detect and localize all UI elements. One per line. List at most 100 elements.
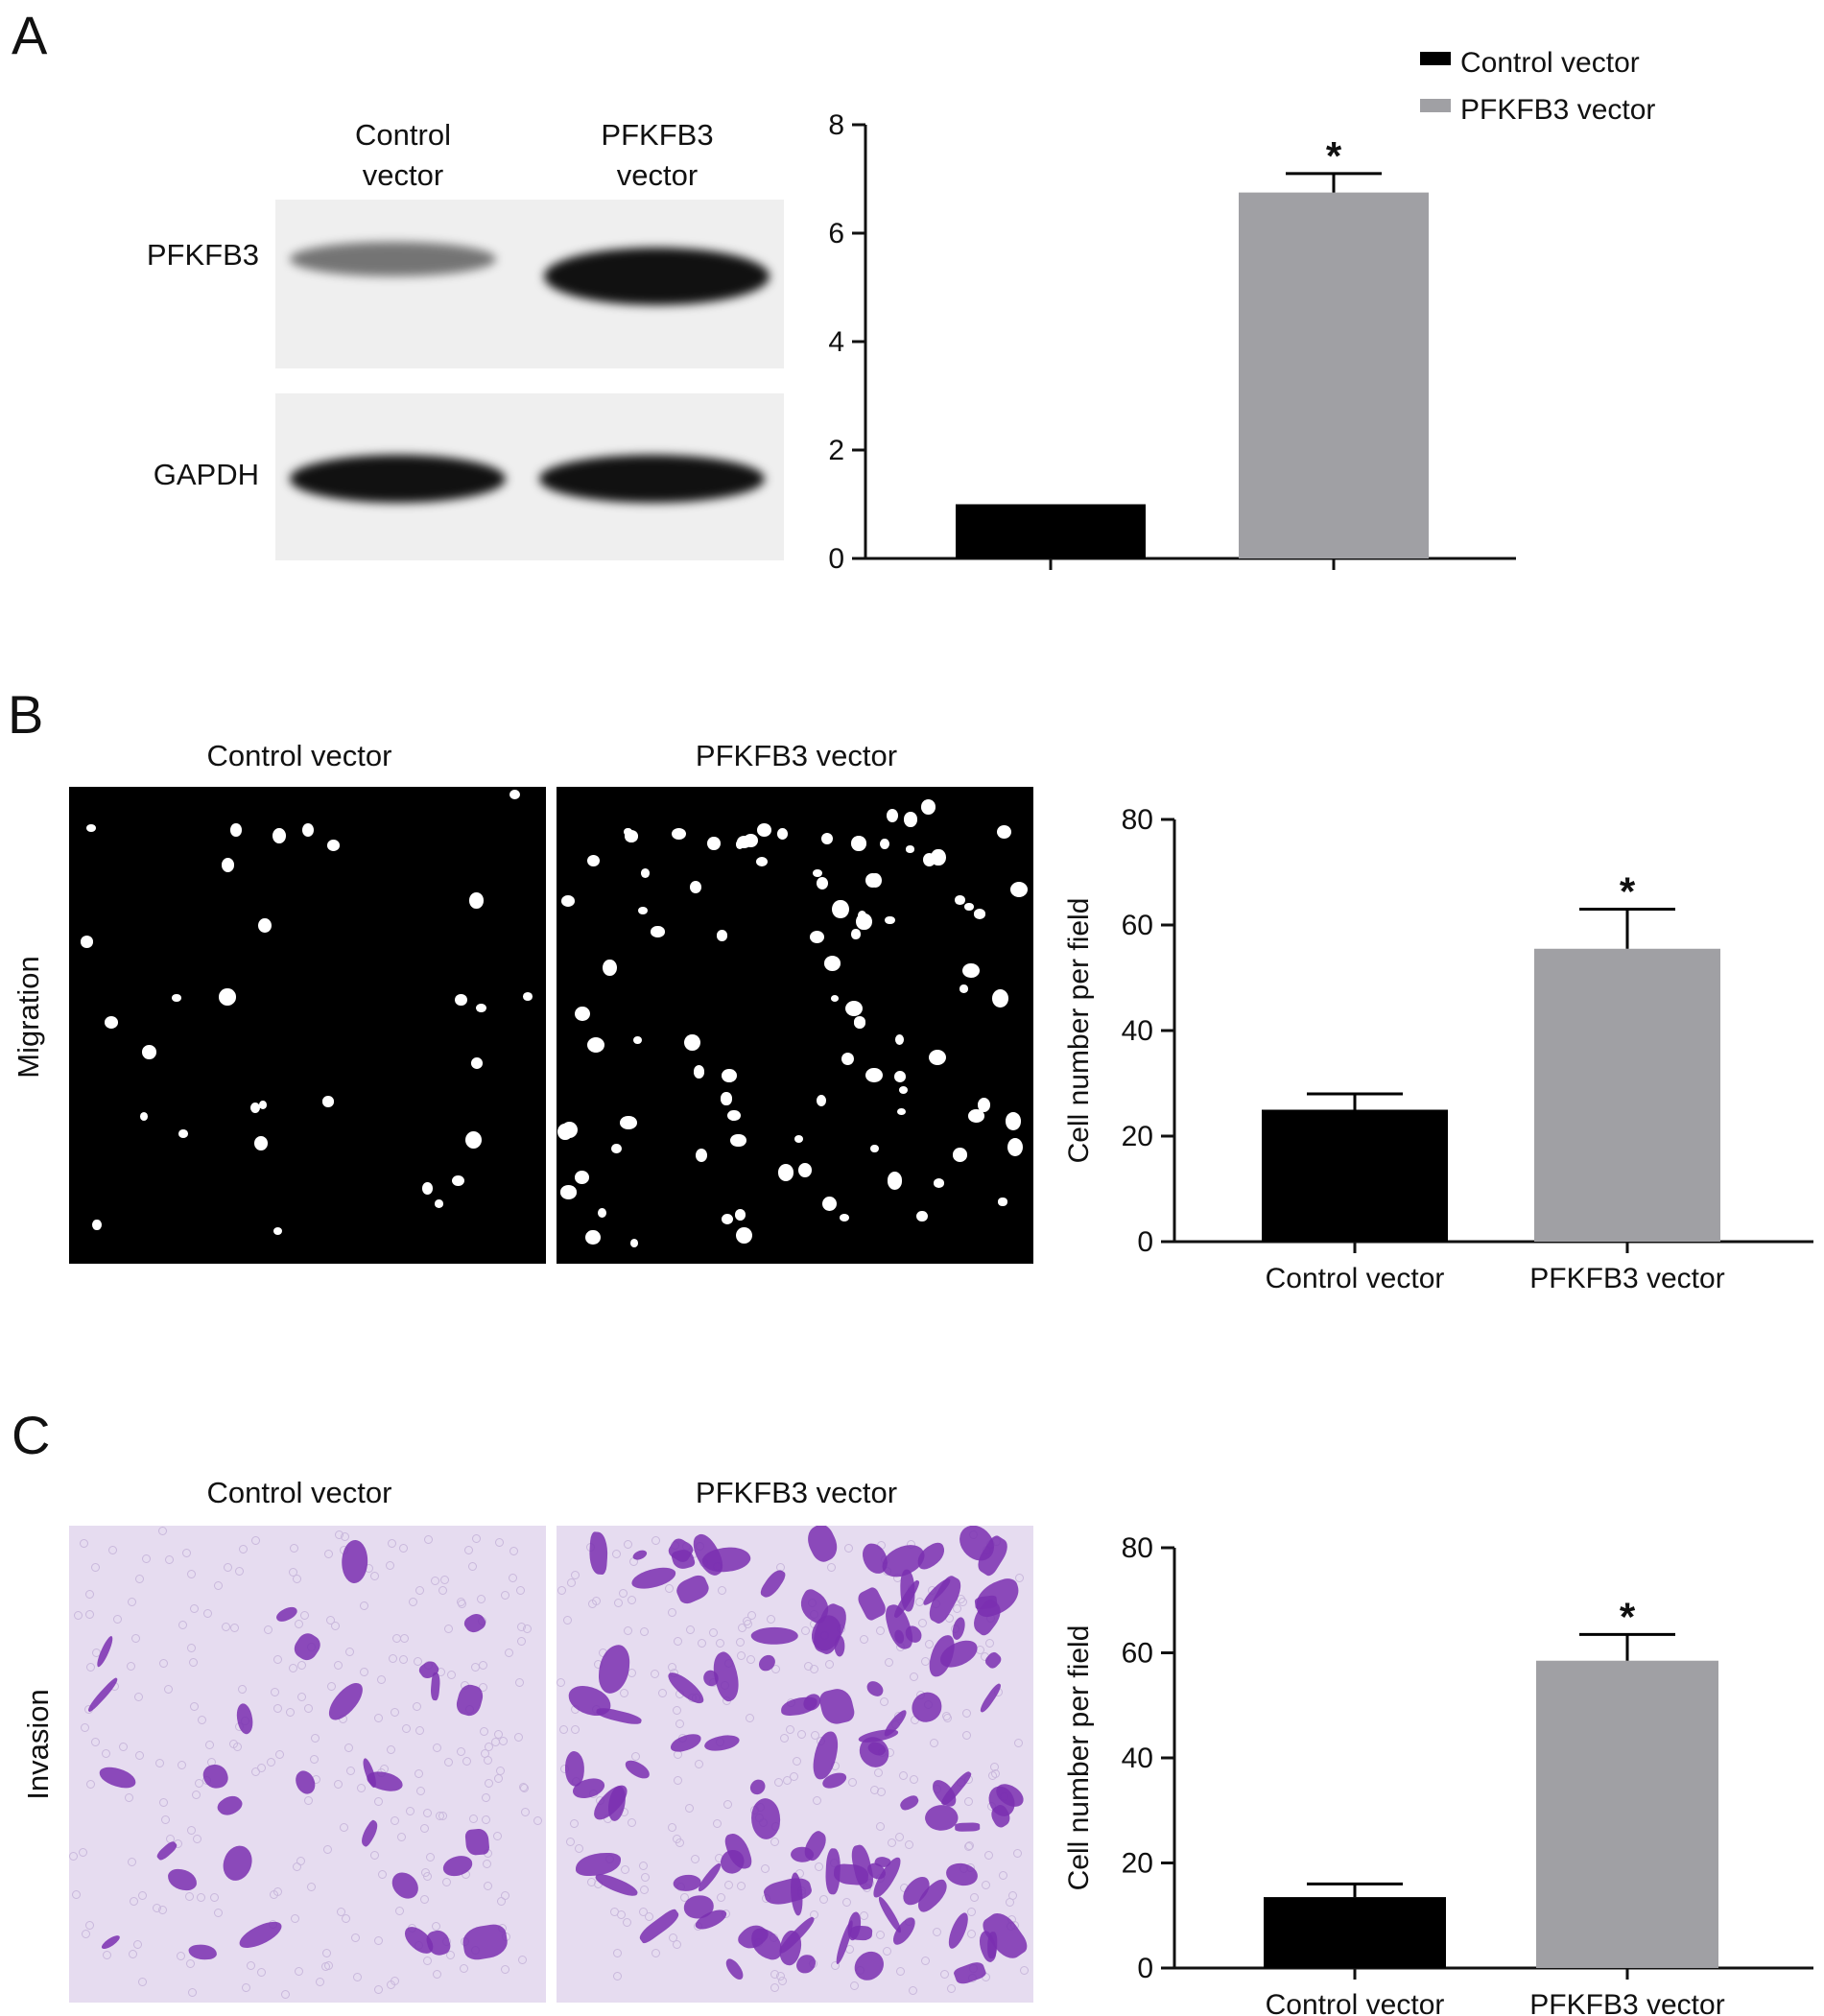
chart-c: 0 20 40 60 80 Cell number per field Control ve… [1063,1532,1813,2016]
membrane-pore [189,1701,199,1711]
membrane-pore [570,1570,580,1579]
membrane-pore [214,1909,224,1918]
membrane-pore [323,1550,333,1559]
invaded-cell [357,1818,382,1848]
membrane-pore [285,1707,295,1717]
migrated-cell [727,1109,741,1121]
migrated-cell [880,839,890,850]
membrane-pore [323,1844,333,1854]
membrane-pore [651,1536,661,1546]
membrane-pore [942,1712,952,1721]
charta-ytick-label-3: 6 [828,218,844,249]
invaded-cell [99,1933,122,1952]
migrated-cell [821,1196,837,1212]
migrated-cell [302,822,315,838]
membrane-pore [373,1796,383,1806]
membrane-pore [713,1818,722,1828]
panel-letter-c: C [12,1405,51,1465]
band-pfkfb3-control [290,242,496,276]
membrane-pore [315,1977,324,1986]
invaded-cell [952,1959,987,1987]
membrane-pore [514,1677,524,1687]
invaded-cell [365,1769,404,1792]
migrated-cell [141,1044,156,1059]
membrane-pore [939,1969,949,1979]
migrated-cell [964,903,974,911]
membrane-pore [1012,1848,1022,1858]
invaded-cell [85,1676,122,1713]
membrane-pore [334,1530,343,1540]
membrane-pore [127,1598,136,1607]
membrane-pore [133,1693,143,1702]
membrane-pore [274,1750,284,1760]
membrane-pore [742,1616,751,1625]
migrated-cell [897,1107,907,1116]
membrane-pore [339,1823,348,1833]
membrane-pore [327,1682,337,1692]
membrane-pore [336,1908,345,1917]
membrane-pore [675,1719,684,1728]
migrated-cell [721,1092,732,1105]
side-label-invasion: Invasion [21,1689,55,1800]
membrane-pore [238,1545,248,1554]
membrane-pore [1005,1898,1014,1908]
membrane-pore [894,1833,904,1842]
migrated-cell [557,1124,573,1141]
migrated-cell [230,823,242,837]
membrane-pore [480,1727,489,1737]
image-title-b-control: Control vector [206,739,392,772]
blot-strip-gapdh [275,393,784,560]
membrane-pore [623,1918,632,1928]
membrane-pore [967,1930,977,1939]
membrane-pore [128,1950,137,1959]
membrane-pore [165,1555,174,1565]
membrane-pore [438,1586,448,1596]
membrane-pore [476,1595,486,1604]
chart-a: 0 2 4 6 8 * Control vector PFKFB3 vector [828,47,1655,575]
membrane-pore [496,1767,506,1776]
invaded-cell [464,1828,490,1857]
migrated-cell [816,1095,826,1107]
membrane-pore [132,1939,142,1949]
membrane-pore [882,1946,891,1956]
panel-letter-b: B [8,684,44,745]
membrane-pore [483,1881,492,1890]
migration-image-pfkfb3 [557,787,1033,1264]
membrane-pore [723,1799,733,1809]
migrated-cell [736,1226,752,1244]
membrane-pore [391,1816,400,1826]
chartb-bar-1 [1534,948,1720,1242]
membrane-pore [497,1897,507,1907]
migrated-cell [962,962,981,978]
membrane-pore [290,1913,299,1923]
membrane-pore [785,1725,794,1735]
membrane-pore [398,1654,408,1664]
membrane-pore [299,1610,309,1620]
membrane-pore [202,1609,212,1619]
invaded-cell [748,1777,768,1797]
invaded-cell [954,1822,980,1832]
membrane-pore [620,1689,629,1698]
membrane-pore [84,1610,94,1620]
membrane-pore [130,1896,139,1906]
migrated-cell [620,1115,637,1129]
invaded-cell [664,1667,707,1708]
membrane-pore [446,1951,456,1960]
invaded-cell [722,1956,747,1982]
membrane-pore [343,1743,353,1753]
migrated-cell [777,828,788,841]
membrane-pore [875,1625,885,1635]
membrane-pore [493,1773,503,1783]
membrane-pore [932,1928,941,1937]
membrane-pore [557,1677,566,1687]
membrane-pore [849,1980,859,1990]
membrane-pore [422,1871,432,1881]
membrane-pore [292,1574,301,1583]
membrane-pore [131,1633,141,1643]
membrane-pore [896,1967,906,1977]
migrated-cell [929,1049,947,1065]
membrane-pore [91,1562,101,1572]
membrane-pore [640,1886,650,1895]
membrane-pore [517,1623,527,1632]
membrane-pore [423,1535,433,1545]
